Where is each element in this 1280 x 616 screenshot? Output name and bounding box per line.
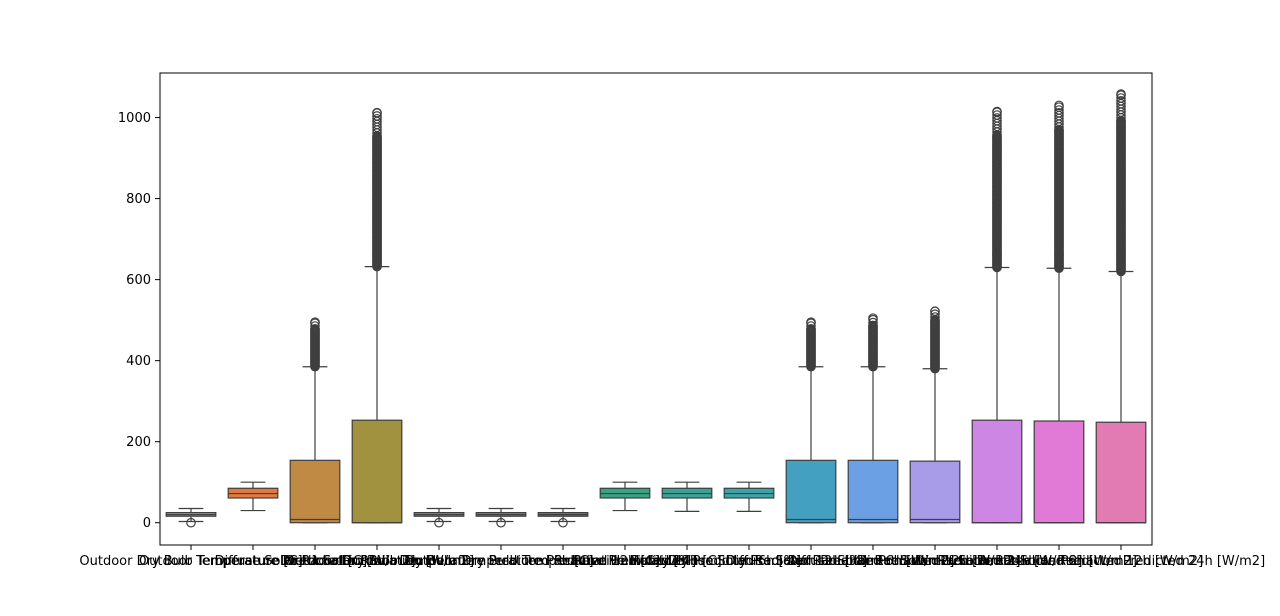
outlier-point xyxy=(868,317,878,328)
outlier-point xyxy=(930,306,940,317)
outlier-point xyxy=(1116,89,1126,99)
outlier-point xyxy=(186,517,196,528)
box-13 xyxy=(909,306,961,524)
outlier-point xyxy=(310,321,320,331)
outlier-point xyxy=(372,107,382,118)
x-tick-label: Relative Humidity Predicted 12h [%] xyxy=(631,554,867,569)
x-tick-label: Outdoor Dry Bulb Temperature Predicted 1… xyxy=(342,554,659,569)
box-2 xyxy=(227,481,279,512)
outlier-point xyxy=(310,324,320,334)
outlier-point xyxy=(1054,105,1064,115)
x-tick-label: Outdoor Dry Bulb Temperature Predicted 6… xyxy=(284,554,593,569)
outlier-point xyxy=(558,517,568,528)
box-body xyxy=(909,460,961,524)
box-3 xyxy=(289,317,341,524)
y-tick-label: 600 xyxy=(126,273,151,288)
outlier-point xyxy=(992,106,1002,117)
y-tick-label: 400 xyxy=(126,354,151,369)
outlier-point xyxy=(806,324,816,334)
x-tick-label: Outdoor Dry Bulb Temperature [C] xyxy=(79,554,302,569)
box-body xyxy=(351,419,403,524)
box-body xyxy=(289,459,341,524)
box-body xyxy=(1095,421,1147,524)
box-1 xyxy=(165,507,217,528)
outlier-point xyxy=(868,320,878,331)
x-tick-label: Diffuse Solar Radiation [W/m2] xyxy=(215,554,416,569)
box-body xyxy=(847,459,899,524)
box-body xyxy=(785,459,837,524)
x-tick-label: Direct Solar Radiation Predicted 24h [W/… xyxy=(977,554,1265,569)
outlier-point xyxy=(1116,93,1126,103)
outlier-point xyxy=(806,317,816,327)
y-axis: 0 200 400 600 800 1000 xyxy=(118,111,160,531)
box-body xyxy=(971,419,1023,524)
box-10 xyxy=(723,481,775,512)
y-tick-label: 0 xyxy=(143,516,151,531)
outlier-point xyxy=(930,309,940,319)
x-tick-label: Diffuse Solar Radiation Predicted 12h [W… xyxy=(726,554,1021,569)
outlier-point xyxy=(806,321,816,331)
box-4 xyxy=(351,107,403,524)
x-tick-label: Direct Solar Radiation [W/m2] xyxy=(280,554,474,569)
x-axis: Outdoor Dry Bulb Temperature [C]Outdoor … xyxy=(79,545,1265,569)
box-7 xyxy=(537,507,589,528)
outlier-point xyxy=(496,517,506,528)
outlier-point xyxy=(930,312,940,322)
outlier-point xyxy=(992,113,1002,123)
box-16 xyxy=(1095,89,1147,524)
box-15 xyxy=(1033,100,1085,524)
plot-area xyxy=(159,72,1153,546)
box-5 xyxy=(413,507,465,528)
y-tick-label: 800 xyxy=(126,192,151,207)
box-9 xyxy=(661,481,713,512)
outlier-point xyxy=(434,517,444,528)
box-11 xyxy=(785,317,837,524)
x-tick-label: Relative Humidity Predicted 6h [%] xyxy=(573,554,801,569)
axes-frame xyxy=(159,72,1153,546)
box-6 xyxy=(475,507,527,528)
outlier-point xyxy=(372,111,382,121)
box-8 xyxy=(599,481,651,512)
x-tick-label: Direct Solar Radiation Predicted 6h [W/m… xyxy=(857,554,1137,569)
outlier-point xyxy=(372,113,382,124)
x-tick-label: Direct Solar Radiation Predicted 12h [W/… xyxy=(915,554,1203,569)
box-14 xyxy=(971,106,1023,524)
y-tick-label: 1000 xyxy=(118,111,151,126)
x-tick-label: Diffuse Solar Radiation Predicted 6h [W/… xyxy=(668,554,955,569)
outlier-point xyxy=(1116,96,1126,106)
y-tick-label: 200 xyxy=(126,435,151,450)
x-tick-label: Outdoor Dry Bulb Temperature Predicted 2… xyxy=(404,554,721,569)
outlier-point xyxy=(1054,100,1064,111)
x-tick-label: Outdoor Temperature Predicted [C] xyxy=(139,554,367,569)
x-tick-label: Relative Humidity [%] xyxy=(554,554,696,569)
outlier-point xyxy=(992,110,1002,120)
box-12 xyxy=(847,313,899,524)
outlier-point xyxy=(868,313,878,323)
box-body xyxy=(1033,420,1085,524)
x-tick-label: Diffuse Solar Radiation Predicted 24h [W… xyxy=(788,554,1083,569)
outlier-point xyxy=(310,317,320,327)
outlier-point xyxy=(1054,108,1064,118)
